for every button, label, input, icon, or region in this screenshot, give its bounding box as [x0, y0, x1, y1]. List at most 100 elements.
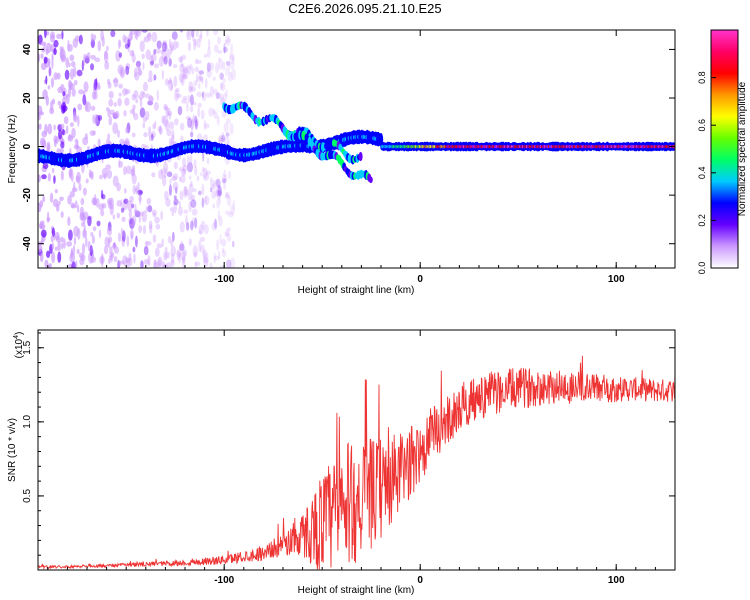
spectrogram-scatter-mark: [218, 58, 223, 70]
spectrogram-scatter-mark: [70, 202, 76, 208]
spectrogram-scatter-mark: [47, 85, 51, 90]
spectrogram-scatter-mark: [193, 38, 197, 47]
spectrogram-scatter-mark: [135, 185, 138, 195]
spectrogram-scatter-mark: [220, 93, 224, 102]
spectrogram-scatter-mark: [99, 174, 103, 180]
spectrogram-scatter-mark: [76, 69, 83, 77]
spectrogram-scatter-mark: [213, 30, 218, 36]
spectrogram-scatter-mark: [147, 100, 154, 106]
spectrogram-scatter-mark: [123, 188, 127, 194]
spectrogram-scatter-mark: [68, 133, 72, 141]
spectrogram-scatter-mark: [150, 144, 153, 150]
spectrogram-scatter-mark: [63, 238, 66, 249]
spectrogram-scatter-mark: [180, 240, 184, 250]
spectrogram-scatter-mark: [165, 106, 169, 118]
spectrogram-scatter-mark: [53, 39, 59, 48]
spectrogram-scatter-mark: [215, 92, 221, 100]
spectrogram-scatter-mark: [146, 197, 152, 205]
spectrogram-scatter-mark: [178, 206, 183, 216]
spectrogram-scatter-mark: [74, 138, 79, 144]
spectrogram-scatter-mark: [39, 137, 46, 147]
spectrogram-scatter-mark: [55, 231, 60, 241]
spectrogram-scatter-mark: [96, 84, 101, 90]
spectrogram-scatter-mark: [200, 220, 206, 230]
spectrogram-scatter-mark: [91, 235, 96, 244]
spectrogram-scatter-mark: [171, 231, 175, 242]
spectrogram-scatter-mark: [207, 46, 211, 59]
spectrogram-scatter-mark: [153, 101, 159, 111]
spectrogram-scatter-mark: [106, 78, 111, 85]
spectrogram-marks: [38, 30, 675, 268]
spectrogram-scatter-mark: [92, 114, 95, 124]
spectrogram-scatter-mark: [104, 50, 108, 60]
spectrogram-scatter-mark: [161, 49, 167, 62]
spectrogram-scatter-mark: [118, 160, 124, 168]
spectrogram-scatter-mark: [70, 61, 76, 68]
spectrogram-scatter-mark: [221, 131, 225, 139]
snr-xtick-label: -100: [214, 575, 234, 586]
spectrogram-scatter-mark: [48, 66, 52, 77]
spectrogram-scatter-mark: [38, 105, 43, 116]
spectrogram-scatter-mark: [45, 95, 49, 106]
spectrogram-scatter-mark: [67, 216, 71, 227]
spectrogram-scatter-mark: [163, 251, 168, 261]
colorbar-ticks: 0.0 0.2 0.4 0.6 0.8: [697, 71, 716, 274]
spectrogram-scatter-mark: [182, 157, 187, 168]
spectrogram-scatter-mark: [49, 107, 55, 115]
spectrogram-scatter-mark: [200, 171, 203, 177]
spectrogram-scatter-mark: [44, 30, 47, 39]
spectrogram-scatter-mark: [178, 72, 184, 83]
spectrogram-scatter-mark: [198, 229, 202, 235]
spectrogram-scatter-mark: [194, 58, 199, 65]
spectrogram-scatter-mark: [83, 224, 86, 231]
spectrogram-scatter-mark: [125, 165, 132, 175]
spectrogram-scatter-mark: [189, 175, 192, 180]
spectrogram-scatter-mark: [218, 194, 221, 206]
spectrogram-scatter-mark: [187, 30, 190, 37]
spectrogram-scatter-mark: [163, 103, 168, 111]
spectrogram-scatter-mark: [223, 43, 226, 55]
spectrogram-scatter-mark: [213, 218, 217, 229]
spectrogram-scatter-mark: [187, 192, 193, 201]
spectrogram-scatter-mark: [216, 189, 223, 197]
spectrogram-scatter-mark: [62, 91, 66, 97]
spectrogram-scatter-mark: [221, 247, 225, 253]
spectrogram-scatter-mark: [164, 78, 169, 86]
spectrogram-scatter-mark: [101, 202, 107, 209]
spectrogram-scatter-mark: [116, 129, 120, 139]
spectrogram-scatter-mark: [127, 42, 130, 53]
spectrogram-scatter-mark: [53, 175, 56, 184]
spectrogram-scatter-mark: [125, 63, 131, 70]
spectrogram-scatter-mark: [185, 214, 188, 226]
spectrogram-scatter-mark: [105, 164, 112, 171]
spectrogram-scatter-mark: [123, 110, 127, 117]
snr-panel: -100 0 100 0.5 1.0 1.5 Height of straight lin…: [7, 329, 676, 596]
colorbar-tick-label: 0.4: [697, 167, 707, 180]
spectrogram-scatter-mark: [107, 236, 113, 243]
spectrogram-scatter-mark: [223, 122, 229, 133]
spectrogram-scatter-mark: [154, 216, 160, 224]
spectrogram-scatter-mark: [152, 234, 157, 243]
spectrogram-scatter-mark: [138, 190, 143, 195]
spectrogram-scatter-mark: [180, 168, 187, 177]
spectrogram-scatter-mark: [73, 79, 78, 86]
spectrogram-scatter-mark: [175, 186, 178, 194]
spectrogram-scatter-mark: [56, 72, 61, 80]
spectrogram-xtick-label: 100: [608, 274, 625, 285]
spectrogram-scatter-mark: [144, 110, 150, 121]
spectrogram-scatter-mark: [157, 259, 162, 268]
spectrogram-scatter-mark: [126, 37, 131, 47]
spectrogram-scatter-mark: [224, 39, 228, 45]
spectrogram-scatter-mark: [174, 89, 179, 102]
spectrogram-scatter-mark: [117, 64, 124, 75]
spectrogram-scatter-mark: [199, 236, 206, 243]
spectrogram-scatter-mark: [120, 227, 124, 235]
spectrogram-scatter-mark: [72, 244, 76, 256]
spectrogram-scatter-mark: [192, 38, 197, 51]
spectrogram-scatter-mark: [69, 54, 75, 62]
spectrogram-scatter-mark: [232, 199, 236, 211]
spectrogram-scatter-mark: [170, 253, 175, 264]
spectrogram-scatter-mark: [212, 76, 216, 81]
spectrogram-scatter-mark: [119, 39, 122, 48]
spectrogram-scatter-mark: [168, 112, 172, 120]
